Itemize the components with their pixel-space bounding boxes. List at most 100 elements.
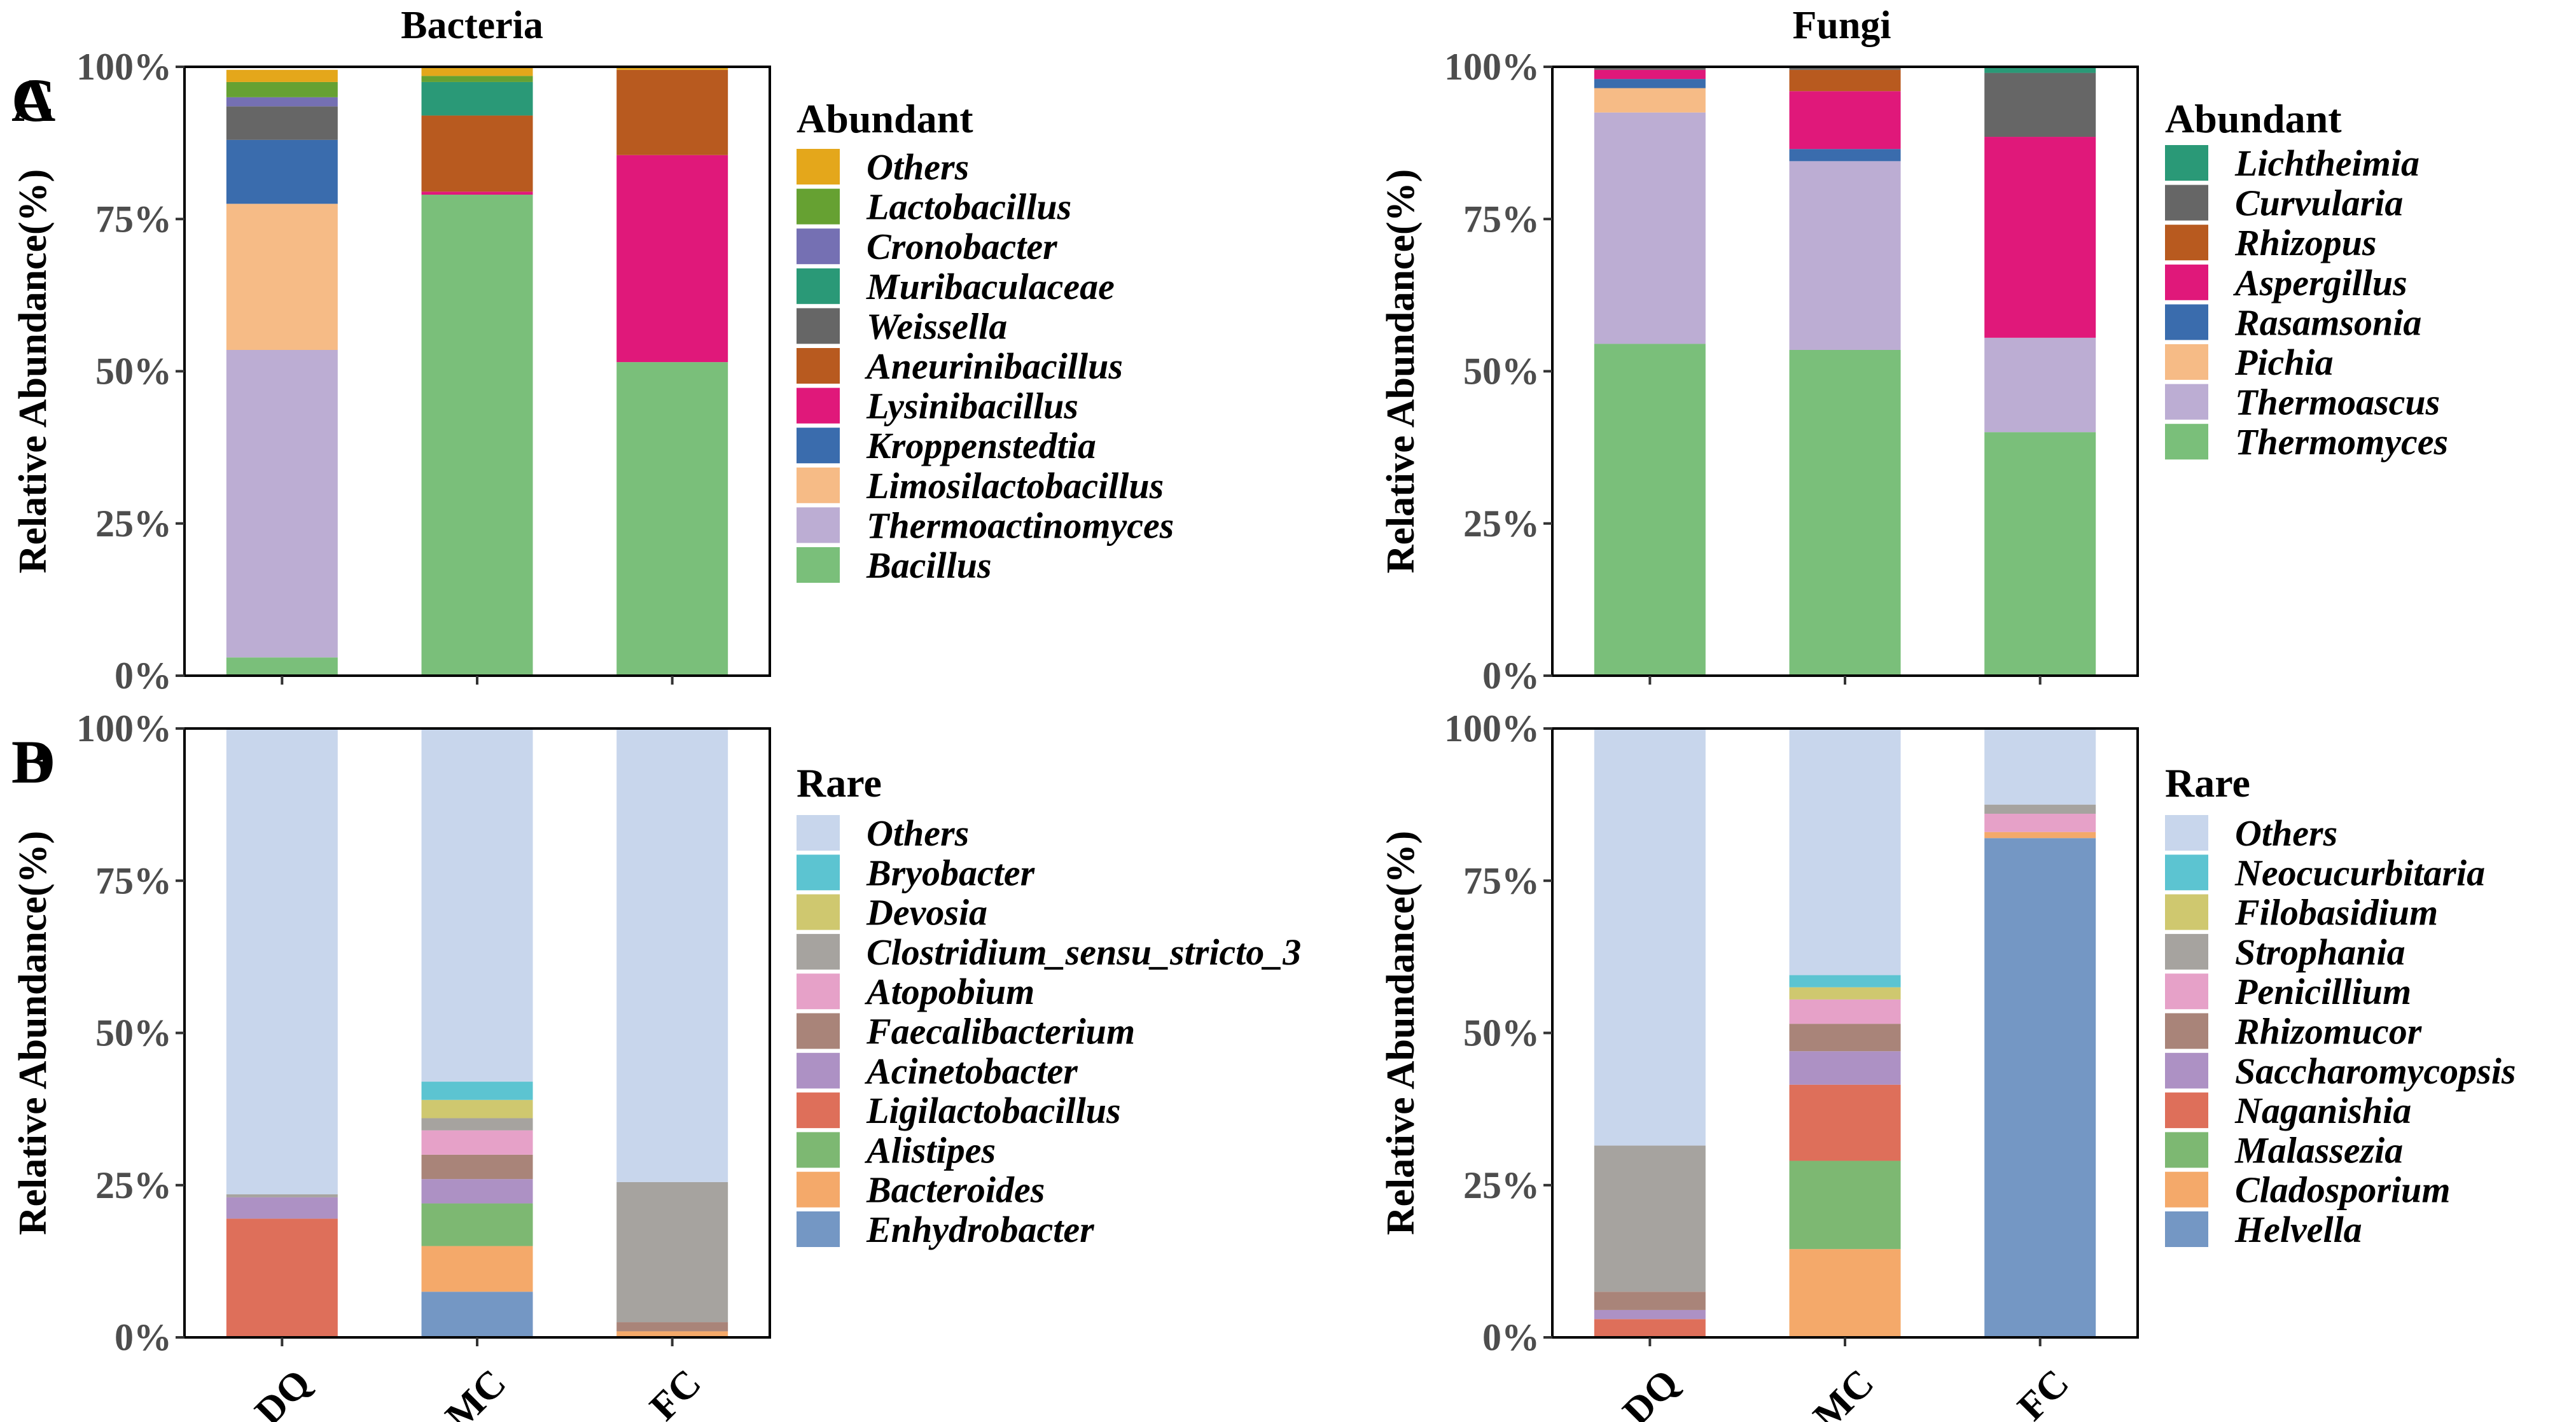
legend-label: Lactobacillus: [866, 186, 1071, 228]
legend-label: Saccharomycopsis: [2235, 1050, 2516, 1092]
y-axis-label: Relative Abundance(%): [11, 169, 55, 574]
legend-swatch: [2165, 1211, 2208, 1247]
y-tick-label: 25%: [95, 1164, 172, 1206]
bar-segment-fc-others: [1984, 728, 2096, 805]
bar-segment-dq-aspergillus: [1594, 69, 1706, 80]
bar-segment-mc-rhizomucor: [1789, 1024, 1901, 1052]
legend-label: Acinetobacter: [865, 1050, 1078, 1092]
legend-item-lichtheimia: Lichtheimia: [2165, 143, 2419, 184]
legend-swatch: [797, 1171, 840, 1208]
y-tick-label: 25%: [1463, 503, 1540, 545]
legend-label: Enhydrobacter: [866, 1209, 1094, 1250]
legend-label: Ligilactobacillus: [866, 1090, 1121, 1131]
legend-swatch: [797, 428, 840, 464]
bar-segment-dq-pichia: [1594, 88, 1706, 113]
bar-segment-fc-bacillus: [616, 362, 728, 676]
legend-item-others: Others: [797, 146, 969, 188]
bar-segment-fc-lichtheimia: [1984, 67, 2096, 73]
panel-letter-b: B: [11, 728, 52, 796]
legend-swatch: [797, 547, 840, 583]
bar-segment-mc-penicillium: [1789, 999, 1901, 1024]
legend-item-lysinibacillus: Lysinibacillus: [797, 386, 1078, 427]
bar-segment-fc-thermoascus: [1984, 337, 2096, 433]
bar-segment-mc-cladosporium: [1789, 1249, 1901, 1337]
bar-segment-mc-lysinibacillus: [421, 192, 533, 195]
bar-segment-fc-curvularia: [1984, 73, 2096, 137]
bar-segment-dq-others: [1594, 728, 1706, 1146]
y-tick-label: 50%: [95, 351, 172, 393]
y-tick-label: 75%: [95, 860, 172, 902]
legend-label: Malassezia: [2234, 1129, 2403, 1171]
legend-swatch: [2165, 185, 2208, 221]
legend-item-strophania: Strophania: [2165, 931, 2405, 973]
legend-label: Lysinibacillus: [866, 386, 1078, 427]
legend-item-thermomyces: Thermomyces: [2165, 421, 2448, 463]
bar-segment-mc-bacteroides: [421, 1246, 533, 1292]
legend-label: Filobasidium: [2234, 892, 2438, 933]
bar-segment-dq-clostridium-sensu-stricto-3: [226, 1194, 338, 1197]
bar-segment-fc-others: [616, 67, 728, 70]
bar-segment-mc-curvularia: [1789, 67, 1901, 70]
legend-swatch: [797, 1211, 840, 1247]
panel-letter-c: C: [11, 66, 55, 134]
bar-segment-mc-bacillus: [421, 194, 533, 676]
bar-segment-mc-thermoascus: [1789, 161, 1901, 351]
y-tick-label: 75%: [1463, 198, 1540, 240]
legend-swatch: [2165, 384, 2208, 420]
bar-segment-mc-atopobium: [421, 1130, 533, 1155]
legend-swatch: [797, 387, 840, 424]
y-tick-label: 75%: [1463, 860, 1540, 902]
y-axis-label: Relative Abundance(%): [1379, 169, 1423, 574]
x-tick-label-mc: MC: [437, 1361, 514, 1422]
panel-c: C Relative Abundance(%) 0% 25% 50% 75% 100% Abu…: [11, 46, 2448, 697]
legend-item-thermoascus: Thermoascus: [2165, 382, 2440, 423]
legend-swatch: [2165, 973, 2208, 1010]
bars: [1594, 67, 2096, 676]
legend-swatch: [2165, 1132, 2208, 1168]
bar-segment-mc-clostridium-sensu-stricto-3: [421, 1118, 533, 1131]
bar-segment-fc-cladosporium: [1984, 832, 2096, 839]
bar-segment-dq-kroppenstedtia: [226, 139, 338, 204]
bar-segment-mc-others: [421, 728, 533, 1082]
legend-swatch: [797, 894, 840, 930]
panels-layer: A Relative Abundance(%) 0% 25% 50% 75% 100% Abu…: [11, 46, 2516, 1422]
legend-item-thermoactinomyces: Thermoactinomyces: [797, 505, 1174, 546]
bar-segment-fc-helvella: [1984, 838, 2096, 1337]
bar-segment-dq-cronobacter: [226, 97, 338, 107]
legend-item-kroppenstedtia: Kroppenstedtia: [797, 425, 1096, 466]
legend-title: Rare: [2165, 760, 2250, 805]
panel-letter-d: D: [11, 728, 55, 796]
legend-label: Bacteroides: [866, 1169, 1045, 1211]
legend-swatch: [2165, 1013, 2208, 1049]
legend-label: Faecalibacterium: [866, 1011, 1135, 1052]
legend-swatch: [2165, 344, 2208, 380]
legend-label: Penicillium: [2234, 971, 2411, 1012]
legend-label: Alistipes: [865, 1129, 996, 1171]
bar-segment-dq-limosilactobacillus: [226, 204, 338, 351]
y-tick-label: 100%: [76, 708, 172, 749]
bar-segment-mc-bryobacter: [421, 1082, 533, 1100]
bar-segment-fc-aspergillus: [1984, 137, 2096, 338]
legend: AbundantLichtheimiaCurvulariaRhizopusAsp…: [2165, 96, 2448, 463]
bar-segment-mc-filobasidium: [1789, 987, 1901, 1000]
legend-label: Others: [867, 812, 969, 854]
legend-swatch: [2165, 264, 2208, 300]
legend-label: Thermoactinomyces: [867, 505, 1174, 546]
legend-title: Rare: [797, 760, 882, 805]
legend-swatch: [2165, 854, 2208, 891]
legend-swatch: [2165, 1052, 2208, 1089]
bar-segment-fc-others: [616, 728, 728, 1182]
x-tick-label-mc: MC: [1805, 1361, 1882, 1422]
legend-item-bacteroides: Bacteroides: [797, 1169, 1045, 1211]
bar-segment-dq-saccharomycopsis: [1594, 1309, 1706, 1320]
legend-swatch: [797, 308, 840, 344]
panel-d: D Relative Abundance(%) 0% 25% 50% 75% 100% DQ M…: [11, 708, 2516, 1422]
y-tick-label: 100%: [76, 46, 172, 88]
legend-swatch: [797, 854, 840, 891]
bar-segment-dq-thermoactinomyces: [226, 350, 338, 658]
bar-segment-dq-bacillus: [226, 657, 338, 676]
legend-item-neocucurbitaria: Neocucurbitaria: [2165, 852, 2485, 893]
legend-swatch: [797, 1132, 840, 1168]
legend-label: Weissella: [867, 305, 1007, 347]
y-axis-label: Relative Abundance(%): [11, 831, 55, 1236]
